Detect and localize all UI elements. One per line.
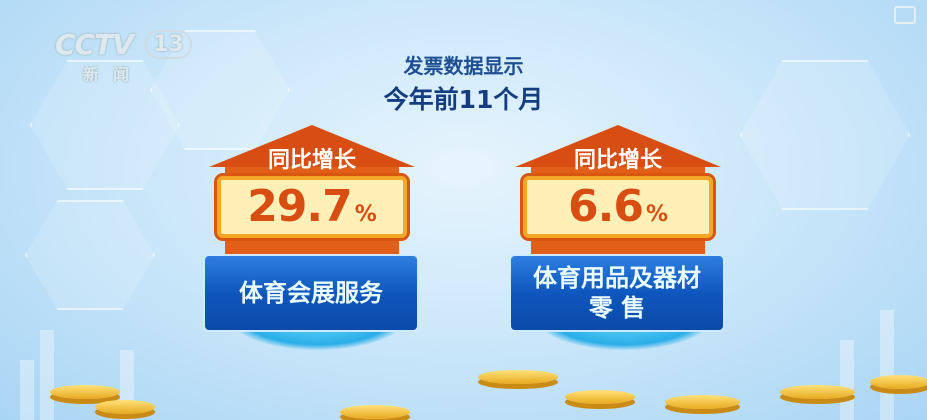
arrow-label: 同比增长	[573, 148, 662, 173]
coin-stack-decoration	[340, 405, 410, 419]
value-box: 6.6%	[520, 173, 716, 241]
logo-number: 13	[145, 30, 192, 59]
growth-card-sports-goods: 同比增长 6.6% 体育用品及器材零 售	[509, 120, 739, 350]
category-label: 体育用品及器材	[533, 264, 701, 292]
coin-stack-decoration	[780, 385, 855, 399]
hexagon-decoration	[25, 200, 155, 310]
category-box: 体育用品及器材零 售	[509, 254, 725, 332]
coin-stack-decoration	[478, 370, 558, 384]
bar-decoration	[40, 330, 54, 420]
logo-brand: CCTV	[55, 28, 134, 61]
header-line1: 发票数据显示	[403, 54, 524, 78]
growth-card-exhibition: 同比增长 29.7% 体育会展服务	[203, 120, 433, 350]
category-box: 体育会展服务	[203, 254, 419, 332]
bar-decoration	[880, 310, 894, 420]
cctv13-logo: CCTV 13 新闻	[55, 28, 192, 85]
coin-stack-decoration	[565, 390, 635, 404]
header-line2: 今年前11个月	[383, 85, 544, 114]
arrow-label: 同比增长	[267, 148, 356, 173]
value-box: 29.7%	[214, 173, 410, 241]
growth-value: 6.6	[568, 181, 644, 232]
bar-decoration	[20, 360, 34, 420]
coin-stack-decoration	[870, 375, 927, 389]
category-label: 体育会展服务	[239, 279, 383, 307]
logo-channel-name: 新闻	[83, 65, 144, 84]
coin-stack-decoration	[665, 395, 740, 409]
coin-stack-decoration	[95, 400, 155, 414]
percent-unit: %	[645, 202, 668, 227]
category-label-line2: 零 售	[588, 294, 646, 322]
coin-stack-decoration	[50, 385, 120, 399]
percent-unit: %	[354, 202, 377, 227]
growth-value: 29.7	[247, 181, 353, 232]
bar-decoration	[840, 340, 854, 420]
corner-icon	[894, 6, 916, 24]
